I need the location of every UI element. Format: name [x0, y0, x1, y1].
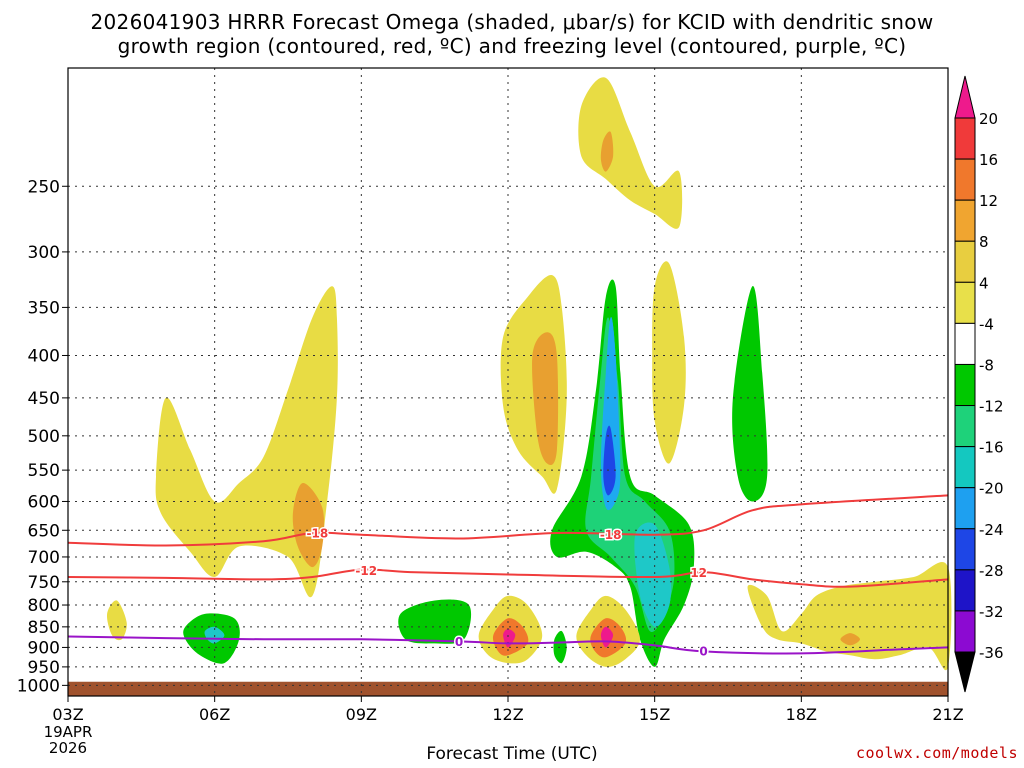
y-tick-label-500: 500 [28, 427, 60, 447]
colorbar-seg-1 [954, 158, 976, 201]
chart-title-line1: 2026041903 HRRR Forecast Omega (shaded, … [90, 10, 934, 34]
colorbar-seg-2 [954, 199, 976, 242]
y-tick-label-250: 250 [28, 177, 60, 197]
omega-region-neg-1515-lower-overlay [634, 522, 672, 627]
colorbar-arrow-top [954, 75, 976, 119]
y-tick-label-950: 950 [28, 658, 60, 678]
contour-label-2: -12 [355, 564, 377, 578]
colorbar-seg-12 [954, 610, 976, 653]
x-tick-label-12Z: 12Z [492, 705, 523, 724]
omega-region-neg-1414-inner-overlay [603, 425, 616, 496]
omega-region-pos-0404 [106, 600, 127, 641]
colorbar-label-12: -32 [979, 603, 1004, 621]
y-tick-label-550: 550 [28, 461, 60, 481]
x-tick-label-15Z: 15Z [639, 705, 670, 724]
omega-region-pos-1721 [747, 561, 952, 671]
contour-label-0: -18 [306, 527, 328, 541]
colorbar-seg-10 [954, 528, 976, 571]
ground-surface [68, 681, 948, 696]
y-tick-label-450: 450 [28, 389, 60, 409]
colorbar-seg-0 [954, 117, 976, 160]
isotherm-layer: -18 -18 -12 12 0 0 [67, 494, 949, 660]
y-tick-label-350: 350 [28, 298, 60, 318]
colorbar-label-0: 20 [979, 110, 998, 128]
x-tick-label-03Z: 03Z [52, 705, 83, 724]
contour-label-1: -18 [600, 528, 622, 542]
colorbar-label-5: -4 [979, 315, 994, 333]
y-tick-label-1000: 1000 [17, 676, 60, 696]
colorbar-label-2: 12 [979, 192, 998, 210]
colorbar-label-10: -24 [979, 521, 1004, 539]
omega-region-neg-1010 [398, 599, 472, 644]
omega-region-pos-1515-upper [652, 261, 686, 464]
colorbar-seg-6 [954, 363, 976, 407]
y-tick-label-900: 900 [28, 638, 60, 658]
y-tick-label-750: 750 [28, 573, 60, 593]
y-tick-label-700: 700 [28, 548, 60, 568]
colorbar-seg-4 [954, 281, 976, 324]
colorbar-label-8: -16 [979, 439, 1004, 457]
y-tick-label-650: 650 [28, 521, 60, 541]
omega-region-pos-0510-core [292, 482, 325, 568]
omega-region-pos-1414-top [578, 77, 683, 229]
omega-region-pos-0510 [155, 286, 338, 598]
omega-region-pos-1414-top-core [600, 131, 614, 172]
omega-fill-layer [106, 77, 952, 671]
omega-region-pos-1213-core [532, 332, 559, 466]
x-tick-label-06Z: 06Z [199, 705, 230, 724]
omega-region-neg-1717 [732, 285, 768, 502]
omega-region-pos-1919-core [840, 633, 860, 646]
colorbar: 20 16 12 8 4 -4 -8 -12 -16 -20 -24 -28 -32 -36 [954, 75, 1004, 693]
x-tick-date-year: 2026 [49, 739, 87, 757]
x-axis-title: Forecast Time (UTC) [426, 744, 598, 764]
colorbar-label-4: 4 [979, 274, 989, 292]
contour-label-5: 0 [699, 644, 707, 658]
isotherm-minus18-line [67, 494, 949, 547]
freezing-level-line [67, 635, 949, 655]
colorbar-label-13: -36 [979, 644, 1004, 662]
y-tick-label-800: 800 [28, 596, 60, 616]
x-tick-label-18Z: 18Z [786, 705, 817, 724]
ground-layer [68, 681, 948, 696]
colorbar-arrow-bottom [954, 651, 976, 693]
y-tick-label-400: 400 [28, 346, 60, 366]
omega-region-neg-1313 [553, 630, 567, 664]
x-tick-label-09Z: 09Z [346, 705, 377, 724]
y-tick-label-600: 600 [28, 492, 60, 512]
y-tick-label-850: 850 [28, 618, 60, 638]
colorbar-seg-5 [954, 322, 976, 365]
axes-layer: 2503003504004505005506006507007508008509… [17, 67, 964, 757]
colorbar-seg-7 [954, 405, 976, 448]
colorbar-label-9: -20 [979, 480, 1004, 498]
colorbar-label-11: -28 [979, 562, 1004, 580]
colorbar-label-7: -12 [979, 398, 1004, 416]
colorbar-seg-8 [954, 446, 976, 489]
isotherm-minus12-line [67, 568, 949, 588]
colorbar-label-1: 16 [979, 151, 998, 169]
colorbar-seg-9 [954, 487, 976, 530]
x-tick-label-21Z: 21Z [932, 705, 963, 724]
colorbar-label-3: 8 [979, 233, 989, 251]
colorbar-seg-11 [954, 569, 976, 612]
contour-label-3: 12 [690, 566, 707, 580]
y-tick-label-300: 300 [28, 243, 60, 263]
colorbar-seg-3 [954, 240, 976, 283]
x-tick-date-day: 19APR [44, 723, 93, 741]
chart-title-line2: growth region (contoured, red, ºC) and f… [117, 34, 907, 58]
contour-label-4: 0 [455, 635, 463, 649]
colorbar-label-6: -8 [979, 356, 994, 374]
credit-text: coolwx.com/models [855, 744, 1018, 762]
